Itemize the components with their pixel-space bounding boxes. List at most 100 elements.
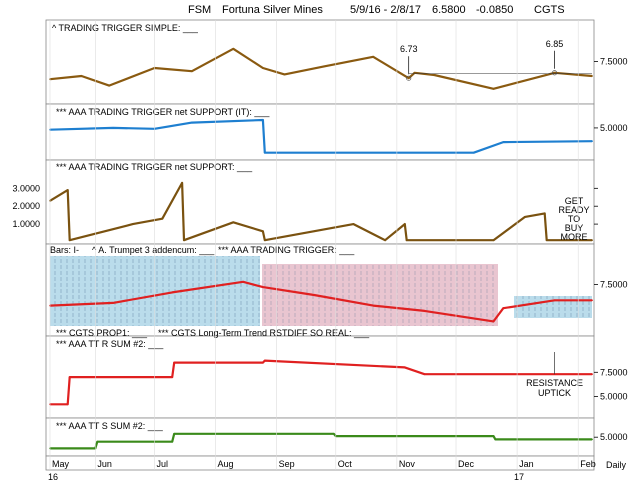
data-point [191, 121, 193, 124]
data-point [283, 73, 286, 76]
data-point [407, 77, 410, 80]
trigger-zones [50, 256, 592, 326]
data-point [492, 435, 495, 437]
data-point [171, 291, 174, 294]
data-point [502, 307, 505, 310]
x-tick-label: Jan [519, 459, 534, 469]
data-point [403, 223, 406, 226]
panel-4-bars-label: Bars: I- [50, 245, 79, 255]
series-line-0-0 [49, 47, 593, 90]
y-tick-label: 7.5000 [600, 57, 628, 67]
data-point [494, 438, 497, 441]
data-point [492, 87, 495, 90]
data-point [323, 65, 325, 68]
period-label: Daily [606, 460, 627, 470]
data-point [472, 151, 475, 154]
data-point [372, 304, 375, 307]
data-point [413, 71, 416, 74]
series-line-3-0 [49, 280, 592, 323]
data-point [591, 140, 593, 143]
data-point [171, 440, 174, 443]
data-point [131, 223, 134, 226]
series-line-5-0 [50, 432, 592, 450]
y-tick-label: 2.0000 [12, 201, 40, 211]
data-point [262, 286, 264, 288]
panel-6-title: *** AAA TT S SUM #2: ___ [56, 421, 164, 431]
panel-4-title: *** AAA TRADING TRIGGER: ___ [218, 245, 355, 255]
panel-5-sum-label: *** AAA TT R SUM #2: ___ [56, 339, 164, 349]
data-point [161, 217, 164, 220]
panel-5-title: *** CGTS Long-Term Trend RSTDIFF SO REAL… [158, 328, 370, 338]
x-tick-label: Dec [458, 459, 475, 469]
annotations: 6.73 6.85 GET READY TO BUY MORE RESISTANCE UPTIC… [400, 39, 592, 398]
y-tick-label: 5.0000 [600, 392, 628, 402]
data-point [545, 239, 548, 242]
data-point [543, 212, 546, 215]
panel-frames [45, 19, 595, 457]
y-tick-label: 7.5000 [600, 279, 628, 289]
data-point [553, 71, 556, 74]
data-point [68, 376, 71, 378]
company-name: Fortuna Silver Mines [222, 4, 323, 16]
annotation-label: 6.73 [400, 44, 418, 54]
panel-4-trumpet-label: ^ A. Trumpet 3 addencum: ___ [92, 245, 215, 255]
data-point [96, 440, 99, 443]
data-point [423, 310, 426, 312]
y-tick-label: 5.0000 [600, 432, 628, 442]
data-point [80, 75, 83, 77]
data-point [242, 280, 245, 283]
data-point [232, 221, 235, 224]
data-point [405, 239, 408, 242]
data-point [372, 55, 375, 58]
data-point [262, 361, 264, 364]
annotation-marker [552, 70, 558, 76]
chart-header: FSM Fortuna Silver Mines 5/9/16 - 2/8/17… [0, 0, 640, 20]
data-point [423, 373, 426, 376]
data-point [171, 376, 174, 378]
data-point [263, 359, 266, 362]
y-axis-ticks: 7.5000 5.0000 1.0000 2.0000 3.0000 7.5000 5.00… [12, 57, 627, 443]
data-point [384, 239, 386, 242]
panel-2-title: *** AAA TRADING TRIGGER net SUPPORT (IT)… [56, 107, 270, 117]
data-point [112, 302, 114, 304]
data-point [591, 239, 593, 242]
data-point [66, 403, 69, 406]
x-tick-label: Nov [399, 459, 416, 469]
data-point [66, 189, 69, 192]
y-tick-label: 3.0000 [12, 183, 40, 193]
panel-5-prop-label: *** CGTS PROP1: ___ [56, 328, 148, 338]
series-line-4-0 [50, 359, 592, 406]
data-point [313, 294, 315, 296]
data-point [553, 299, 556, 302]
data-point [591, 438, 593, 441]
data-point [183, 239, 185, 242]
y-tick-label: 7.5000 [600, 367, 628, 377]
panel-1-title: ^ TRADING TRIGGER SIMPLE: ___ [52, 23, 199, 33]
data-point [492, 239, 495, 242]
data-point [262, 67, 264, 69]
y-tick-label: 1.0000 [12, 219, 40, 229]
data-point [191, 70, 193, 73]
data-point [173, 432, 176, 435]
data-point [173, 361, 176, 364]
data-point [524, 216, 526, 218]
data-point [492, 320, 495, 323]
price-change: -0.0850 [476, 4, 514, 16]
data-point [263, 151, 266, 154]
data-point [591, 299, 593, 302]
date-range: 5/9/16 - 2/8/17 [350, 4, 421, 16]
data-point [181, 182, 184, 184]
data-point [591, 75, 593, 77]
data-point [502, 141, 505, 144]
data-point [591, 373, 593, 376]
x-tick-label: May [52, 459, 70, 469]
series-lines [49, 47, 593, 450]
data-point [262, 119, 264, 121]
ticker: CGTS [534, 4, 565, 16]
data-point [433, 74, 436, 76]
buy-more-note: GET READY TO BUY MORE [558, 196, 589, 242]
annotation-marker [406, 75, 412, 81]
resistance-note: RESISTANCE UPTICK [526, 378, 583, 398]
data-point [332, 432, 335, 435]
